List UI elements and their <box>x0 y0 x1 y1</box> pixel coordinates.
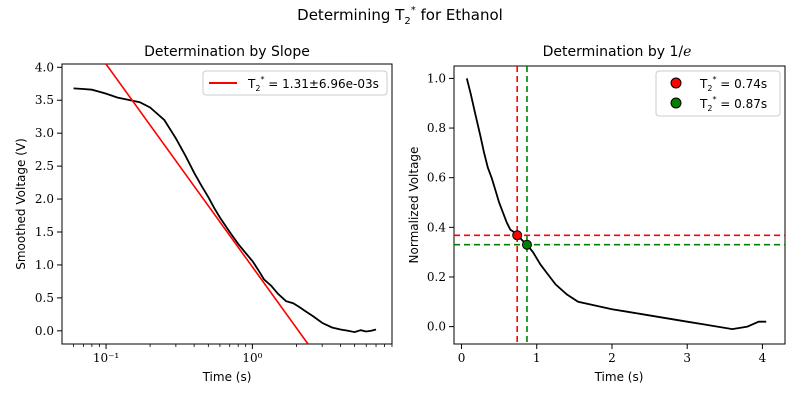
chart-right-legend-label-2: T2* = 0.87s <box>699 95 767 113</box>
chart-right-x-tick-label: 1 <box>533 351 541 365</box>
chart-right-x-tick-label: 2 <box>608 351 616 365</box>
chart-left-legend-box <box>202 70 388 96</box>
chart-right-title: Determination by 1/e <box>543 44 692 60</box>
chart-left-y-tick-label: 3.0 <box>35 126 54 140</box>
chart-right-xlabel: Time (s) <box>594 370 644 384</box>
chart-right-legend-marker-1 <box>670 77 682 89</box>
chart-right-legend-box <box>655 70 781 117</box>
chart-left-legend: T2* = 1.31±6.96e-03s <box>202 70 388 96</box>
chart-right-point-2 <box>521 239 532 250</box>
chart-left-xlabel: Time (s) <box>202 370 252 384</box>
chart-right-y-tick-label: 1.0 <box>427 71 446 85</box>
chart-right-x-tick-label: 0 <box>458 351 466 365</box>
chart-left-x-tick-label: 10⁻¹ <box>93 351 119 365</box>
chart-left-plot-area <box>73 64 377 344</box>
chart-right-legend: T2* = 0.74s T2* = 0.87s <box>655 70 781 117</box>
chart-left: Determination by Slope 10⁻¹ 10⁰ 0.0 0.5 1.0… <box>14 44 393 384</box>
chart-right-series-data-line <box>465 78 767 331</box>
chart-right-axes-frame <box>453 65 786 345</box>
chart-left-ylabel: Smoothed Voltage (V) <box>14 138 28 270</box>
chart-right-y-tick-label: 0.6 <box>427 171 446 185</box>
chart-left-y-tick-label: 3.5 <box>35 93 54 107</box>
chart-right-x-tick-label: 3 <box>683 351 691 365</box>
chart-left-y-ticks: 0.0 0.5 1.0 1.5 2.0 2.5 3.0 3.5 4.0 <box>35 60 62 338</box>
chart-left-y-tick-label: 4.0 <box>35 60 54 74</box>
chart-left-y-tick-label: 2.0 <box>35 192 54 206</box>
chart-left-y-tick-label: 1.0 <box>35 258 54 272</box>
chart-right-ylabel: Normalized Voltage <box>407 147 421 264</box>
chart-left-y-tick-label: 0.0 <box>35 324 54 338</box>
chart-right-y-tick-label: 0.0 <box>427 320 446 334</box>
chart-right-x-tick-label: 4 <box>759 351 767 365</box>
chart-right-x-ticks: 0 1 2 3 4 <box>458 344 767 365</box>
chart-right-legend-marker-2 <box>670 97 682 109</box>
chart-left-y-tick-label: 2.5 <box>35 159 54 173</box>
chart-left-legend-label: T2* = 1.31±6.96e-03s <box>247 75 379 93</box>
chart-right-plot-area <box>454 66 785 344</box>
chart-right-y-ticks: 0.0 0.2 0.4 0.6 0.8 1.0 <box>427 71 454 334</box>
chart-left-axes-frame <box>61 63 393 345</box>
chart-left-y-tick-label: 1.5 <box>35 225 54 239</box>
chart-left-x-ticks: 10⁻¹ 10⁰ <box>73 344 393 365</box>
chart-right-y-tick-label: 0.8 <box>427 121 446 135</box>
chart-left-series-fit-line <box>105 64 309 344</box>
chart-right-point-1 <box>512 230 523 241</box>
chart-left-x-tick-label: 10⁰ <box>242 351 262 365</box>
chart-left-series-data-line <box>73 87 377 334</box>
chart-left-title: Determination by Slope <box>144 44 310 60</box>
chart-right-y-tick-label: 0.2 <box>427 270 446 284</box>
figure-suptitle: Determining T2* for Ethanol <box>297 5 503 27</box>
chart-right-y-tick-label: 0.4 <box>427 220 446 234</box>
chart-left-y-tick-label: 0.5 <box>35 291 54 305</box>
chart-right-legend-label-1: T2* = 0.74s <box>699 75 767 93</box>
